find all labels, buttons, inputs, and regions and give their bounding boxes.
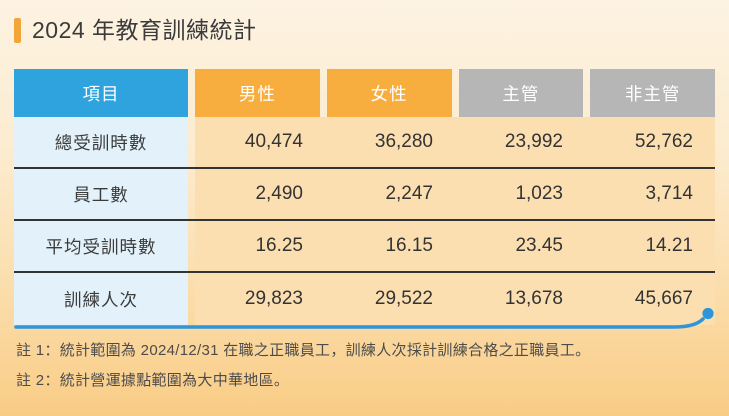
table-row: 總受訓時數 40,474 36,280 23,992 52,762 (14, 117, 715, 170)
cell-value: 23,992 (504, 131, 563, 153)
title-accent-bar (14, 18, 21, 44)
cell-value: 36,280 (374, 131, 433, 153)
page-header: 2024 年教育訓練統計 (0, 0, 729, 44)
footnote-1: 註 1：統計範圍為 2024/12/31 在職之正職員工，訓練人次採計訓練合格之… (16, 342, 591, 360)
cell-value: 1,023 (515, 183, 563, 205)
row-values: 29,823 29,522 13,678 45,667 (195, 273, 715, 326)
cell-value: 29,823 (244, 288, 303, 310)
cell-value: 16.25 (255, 235, 303, 257)
stats-table: 項目 男性 女性 主管 非主管 總受訓時數 40,474 36,280 23,9… (14, 69, 715, 330)
row-values: 16.25 16.15 23.45 14.21 (195, 221, 715, 272)
footnotes: 註 1：統計範圍為 2024/12/31 在職之正職員工，訓練人次採計訓練合格之… (16, 342, 715, 390)
cell-value: 2,490 (255, 183, 303, 205)
cell-value: 23.45 (515, 235, 563, 257)
table-row: 平均受訓時數 16.25 16.15 23.45 14.21 (14, 221, 715, 274)
cell-value: 16.15 (385, 235, 433, 257)
cell-value: 45,667 (634, 288, 693, 310)
row-values: 40,474 36,280 23,992 52,762 (195, 117, 715, 168)
header-cell-female: 女性 (326, 69, 452, 118)
cell-value: 29,522 (374, 288, 433, 310)
row-label: 平均受訓時數 (14, 221, 188, 272)
header-cell-male: 男性 (195, 69, 320, 118)
page-title: 2024 年教育訓練統計 (32, 17, 257, 43)
row-label: 員工數 (14, 169, 188, 220)
header-cell-supervisor: 主管 (458, 69, 584, 118)
table-header-row: 項目 男性 女性 主管 非主管 (14, 69, 715, 118)
row-values: 2,490 2,247 1,023 3,714 (195, 169, 715, 220)
cell-value: 14.21 (645, 235, 693, 257)
footnote-2: 註 2：統計營運據點範圍為大中華地區。 (16, 372, 290, 390)
row-label: 總受訓時數 (14, 117, 188, 168)
header-cell-non-supervisor: 非主管 (590, 69, 715, 118)
cell-value: 52,762 (634, 131, 693, 153)
table-row: 員工數 2,490 2,247 1,023 3,714 (14, 169, 715, 222)
row-label: 訓練人次 (14, 273, 188, 326)
header-cell-item: 項目 (14, 69, 188, 118)
cell-value: 3,714 (645, 183, 693, 205)
cell-value: 13,678 (504, 288, 563, 310)
table-row: 訓練人次 29,823 29,522 13,678 45,667 (14, 273, 715, 326)
cell-value: 40,474 (244, 131, 303, 153)
cell-value: 2,247 (385, 183, 433, 205)
